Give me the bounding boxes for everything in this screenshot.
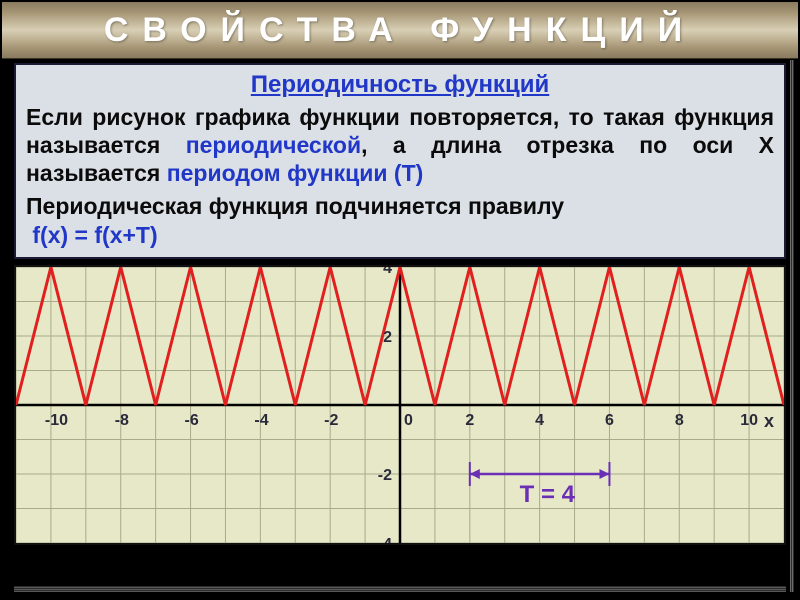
- svg-text:6: 6: [605, 412, 614, 429]
- svg-text:8: 8: [675, 412, 684, 429]
- svg-text:-2: -2: [378, 467, 392, 484]
- page-title: СВОЙСТВА ФУНКЦИЙ: [104, 11, 696, 50]
- definition-paragraph: Если рисунок графика функции повторяется…: [26, 103, 774, 187]
- decorative-right-strip: [790, 60, 794, 592]
- svg-text:0: 0: [404, 412, 413, 429]
- svg-text:-10: -10: [45, 412, 68, 429]
- svg-text:-8: -8: [115, 412, 129, 429]
- svg-text:10: 10: [740, 412, 758, 429]
- svg-text:4: 4: [383, 267, 392, 277]
- definition-title: Периодичность функций: [26, 71, 774, 99]
- header-band: СВОЙСТВА ФУНКЦИЙ: [2, 2, 798, 59]
- definition-term-periodic: периодической: [186, 132, 361, 158]
- decorative-bottom-strip: [14, 586, 786, 592]
- definition-formula: f(x) = f(x+T): [26, 222, 774, 249]
- svg-text:-4: -4: [378, 536, 392, 543]
- periodic-chart: -10 -8 -6 -4 -2 0 2 4 6 8 10 -4 -2 2 4 х T = 4: [14, 265, 786, 545]
- svg-text:х: х: [764, 411, 774, 431]
- definition-term-period: периодом функции (Т): [167, 160, 424, 186]
- svg-text:-4: -4: [254, 412, 268, 429]
- svg-text:T = 4: T = 4: [520, 481, 576, 508]
- svg-text:-6: -6: [185, 412, 199, 429]
- svg-text:2: 2: [465, 412, 474, 429]
- svg-text:4: 4: [535, 412, 544, 429]
- svg-text:2: 2: [383, 329, 392, 346]
- definition-box: Периодичность функций Если рисунок графи…: [14, 63, 786, 259]
- svg-text:-2: -2: [324, 412, 338, 429]
- chart-svg: -10 -8 -6 -4 -2 0 2 4 6 8 10 -4 -2 2 4 х T = 4: [16, 267, 784, 543]
- slide-frame: СВОЙСТВА ФУНКЦИЙ Периодичность функций Е…: [0, 0, 800, 600]
- definition-formula-text: f(x) = f(x+T): [32, 222, 157, 248]
- definition-rule: Периодическая функция подчиняется правил…: [26, 193, 774, 220]
